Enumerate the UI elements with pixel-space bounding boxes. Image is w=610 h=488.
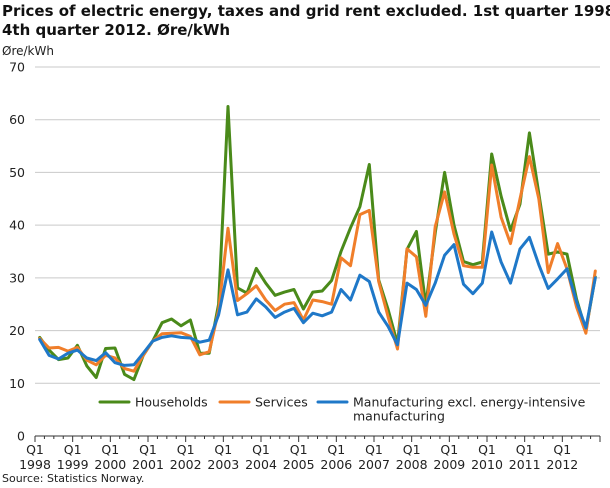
chart-title-line-2: 4th quarter 2012. Øre/kWh bbox=[2, 21, 230, 39]
x-tick-label-quarter: Q1 bbox=[440, 442, 458, 457]
series-line-manufacturing bbox=[38, 230, 597, 367]
legend-label-services: Services bbox=[255, 395, 308, 410]
x-tick-label-year: 2012 bbox=[546, 457, 578, 472]
x-tick-label-year: 2001 bbox=[132, 457, 164, 472]
y-tick-label: 10 bbox=[9, 376, 25, 391]
x-tick-label-quarter: Q1 bbox=[290, 442, 308, 457]
x-tick-label-quarter: Q1 bbox=[365, 442, 383, 457]
source-note: Source: Statistics Norway. bbox=[2, 472, 144, 485]
y-tick-label: 40 bbox=[9, 218, 25, 233]
x-tick-label-year: 2004 bbox=[245, 457, 277, 472]
gridlines bbox=[35, 66, 600, 437]
y-tick-label: 60 bbox=[9, 112, 25, 127]
series-line-services bbox=[38, 155, 597, 373]
series-line-households bbox=[38, 105, 597, 382]
x-tick-label-quarter: Q1 bbox=[177, 442, 195, 457]
x-tick-label-quarter: Q1 bbox=[478, 442, 496, 457]
x-tick-label-year: 2002 bbox=[170, 457, 202, 472]
x-tick-label-year: 2000 bbox=[94, 457, 126, 472]
x-tick-label-year: 2009 bbox=[433, 457, 465, 472]
x-tick-label-quarter: Q1 bbox=[26, 442, 44, 457]
legend: Households Services Manufacturing excl. en… bbox=[98, 395, 586, 424]
x-tick-label-quarter: Q1 bbox=[553, 442, 571, 457]
x-tick-label-quarter: Q1 bbox=[139, 442, 157, 457]
plot-area bbox=[38, 105, 597, 382]
x-tick-label-year: 2006 bbox=[320, 457, 352, 472]
x-tick-label-quarter: Q1 bbox=[101, 442, 119, 457]
x-tick-label-quarter: Q1 bbox=[516, 442, 534, 457]
x-tick-label-year: 2010 bbox=[471, 457, 503, 472]
y-tick-label: 50 bbox=[9, 165, 25, 180]
y-tick-label: 0 bbox=[17, 429, 25, 444]
x-tick-label-year: 2011 bbox=[509, 457, 541, 472]
x-tick-label-year: 2005 bbox=[283, 457, 315, 472]
chart-title-line-1: Prices of electric energy, taxes and gri… bbox=[2, 2, 610, 20]
x-tick-label-year: 2008 bbox=[396, 457, 428, 472]
y-axis-ticks: 0 10 20 30 40 50 60 70 bbox=[9, 60, 25, 444]
y-tick-label: 70 bbox=[9, 60, 25, 75]
x-tick-label-quarter: Q1 bbox=[214, 442, 232, 457]
legend-label-manufacturing: manufacturing bbox=[353, 409, 445, 424]
x-tick-label-year: 1998 bbox=[19, 457, 51, 472]
x-tick-label-quarter: Q1 bbox=[252, 442, 270, 457]
y-tick-label: 20 bbox=[9, 323, 25, 338]
x-tick-label-quarter: Q1 bbox=[64, 442, 82, 457]
y-tick-label: 30 bbox=[9, 270, 25, 285]
x-tick-label-quarter: Q1 bbox=[403, 442, 421, 457]
x-tick-label-year: 2003 bbox=[207, 457, 239, 472]
x-axis: Q11998Q11999Q12000Q12001Q12002Q12003Q120… bbox=[19, 436, 601, 472]
x-tick-label-year: 2007 bbox=[358, 457, 390, 472]
x-tick-label-year: 1999 bbox=[57, 457, 89, 472]
legend-label-manufacturing: Manufacturing excl. energy-intensive bbox=[353, 395, 586, 410]
legend-box bbox=[93, 386, 607, 423]
legend-label-households: Households bbox=[135, 395, 208, 410]
x-tick-label-quarter: Q1 bbox=[327, 442, 345, 457]
y-axis-unit-label: Øre/kWh bbox=[2, 44, 54, 58]
